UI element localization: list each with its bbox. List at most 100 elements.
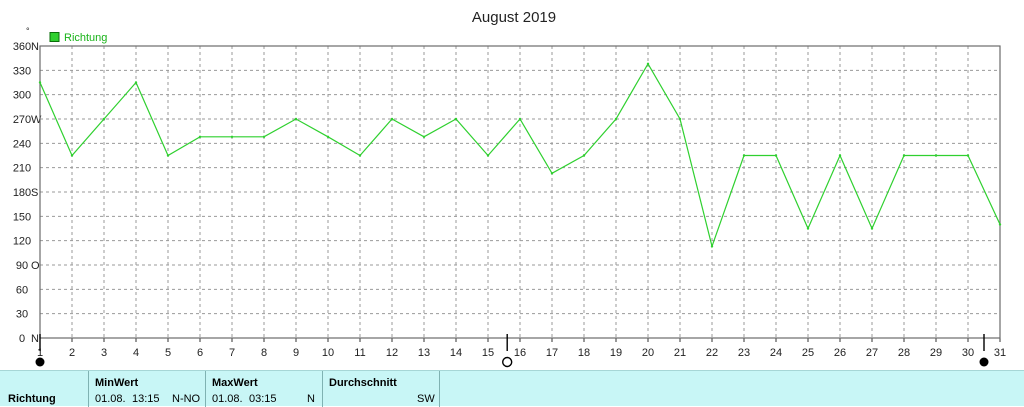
x-tick-label: 21 (674, 347, 686, 359)
footer-label-cell: Richtung (0, 371, 89, 407)
footer-avg-cell: Durchschnitt SW (323, 371, 440, 407)
x-tick-label: 31 (994, 347, 1006, 359)
y-unit-label: ° (26, 26, 30, 36)
x-tick-label: 11 (354, 347, 365, 359)
data-point (902, 154, 906, 157)
data-point (774, 154, 778, 157)
stats-footer: Richtung MinWert 01.08. 13:15 N-NO MaxWe… (0, 370, 1024, 407)
data-point (934, 154, 938, 157)
data-point (326, 135, 330, 139)
x-tick-label: 30 (962, 347, 974, 359)
y-direction-label: S (31, 187, 38, 199)
new-moon-icon (35, 357, 45, 367)
x-tick-label: 23 (738, 347, 750, 359)
data-point (358, 154, 362, 157)
x-tick-label: 28 (898, 347, 910, 359)
data-point (166, 154, 170, 157)
x-tick-label: 10 (322, 347, 334, 359)
chart-title: August 2019 (472, 9, 556, 26)
x-tick-label: 29 (930, 347, 942, 359)
data-point (582, 154, 586, 157)
x-tick-label: 14 (450, 347, 462, 359)
x-tick-label: 18 (578, 347, 590, 359)
data-point (454, 117, 458, 121)
x-tick-label: 22 (706, 347, 718, 359)
x-tick-label: 2 (69, 347, 75, 359)
legend-label: Richtung (64, 32, 107, 44)
x-tick-label: 12 (386, 347, 398, 359)
new-moon-icon (979, 357, 989, 367)
x-tick-label: 4 (133, 347, 139, 359)
x-tick-label: 27 (866, 347, 878, 359)
y-tick-label: 30 (16, 309, 28, 321)
data-point (614, 117, 618, 121)
data-point (518, 117, 522, 121)
data-point (262, 135, 266, 139)
data-point (38, 81, 42, 84)
legend-swatch (49, 32, 60, 42)
data-point (550, 172, 554, 175)
x-tick-label: 26 (834, 347, 846, 359)
x-tick-label: 15 (482, 347, 494, 359)
data-point (230, 135, 234, 139)
min-value-date: 01.08. (95, 393, 126, 405)
data-point (486, 154, 490, 157)
y-tick-label: 270 (13, 114, 31, 126)
y-direction-label: O (31, 260, 40, 272)
y-tick-label: 60 (16, 284, 28, 296)
max-value-header: MaxWert (212, 377, 258, 389)
y-tick-label: 120 (13, 236, 31, 248)
data-point (102, 117, 106, 121)
data-point (838, 154, 842, 157)
data-point (966, 154, 970, 157)
min-value-direction: N-NO (172, 393, 201, 405)
data-point (710, 245, 714, 248)
plot-area-border (39, 45, 1001, 339)
x-tick-label: 19 (610, 347, 622, 359)
data-point (294, 117, 298, 121)
max-value-date: 01.08. (212, 393, 243, 405)
data-point (678, 117, 682, 121)
y-tick-label: 90 (16, 260, 28, 272)
y-tick-label: 150 (13, 211, 31, 223)
y-tick-label: 300 (13, 90, 31, 102)
data-point (646, 62, 650, 66)
x-tick-label: 20 (642, 347, 654, 359)
y-direction-label: N (31, 41, 39, 53)
data-point (870, 227, 874, 230)
y-tick-label: 240 (13, 138, 31, 150)
y-tick-label: 360 (13, 41, 31, 53)
x-tick-label: 7 (229, 347, 235, 359)
y-direction-label: N (31, 333, 39, 345)
x-tick-label: 8 (261, 347, 267, 359)
footer-min-cell: MinWert 01.08. 13:15 N-NO (89, 371, 206, 407)
footer-max-cell: MaxWert 01.08. 03:15 N (206, 371, 323, 407)
y-tick-label: 210 (13, 163, 31, 175)
data-point (198, 135, 202, 139)
y-tick-label: 180 (13, 187, 31, 199)
x-tick-label: 25 (802, 347, 814, 359)
x-tick-label: 16 (514, 347, 526, 359)
data-point (390, 117, 394, 121)
x-tick-label: 3 (101, 347, 107, 359)
data-point (422, 135, 426, 139)
y-direction-label: W (31, 114, 42, 126)
data-point (998, 223, 1002, 226)
x-tick-label: 13 (418, 347, 430, 359)
y-tick-label: 0 (19, 333, 25, 345)
x-tick-label: 9 (293, 347, 299, 359)
max-value-time: 03:15 (249, 393, 277, 405)
footer-row-label: Richtung (8, 393, 56, 405)
full-moon-icon (502, 356, 513, 368)
x-tick-label: 1 (37, 347, 43, 359)
data-point (70, 154, 74, 157)
min-value-header: MinWert (95, 377, 139, 389)
min-value-time: 13:15 (132, 393, 160, 405)
data-point (742, 154, 746, 157)
x-tick-label: 6 (197, 347, 203, 359)
average-header: Durchschnitt (329, 377, 397, 389)
x-tick-label: 5 (165, 347, 171, 359)
average-direction: SW (417, 393, 435, 405)
data-point (806, 227, 810, 230)
